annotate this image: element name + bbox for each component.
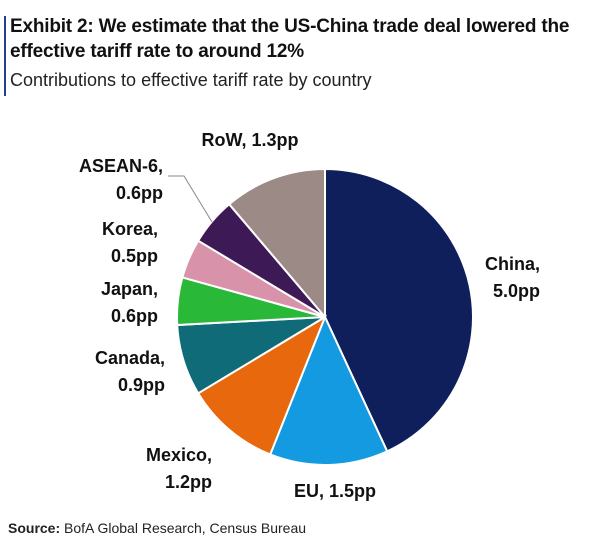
source-note: Source: BofA Global Research, Census Bur… xyxy=(8,520,306,536)
slice-label-canada: Canada, 0.9pp xyxy=(95,348,165,395)
slice-label-asean-6: ASEAN-6, 0.6pp xyxy=(79,156,163,203)
pie-slice-row xyxy=(227,167,326,320)
pie-slice-eu xyxy=(268,314,389,466)
pie-slice-mexico xyxy=(196,314,328,456)
pie-slice-china xyxy=(324,167,474,453)
source-text: BofA Global Research, Census Bureau xyxy=(64,520,307,536)
chart-subtitle: Contributions to effective tariff rate b… xyxy=(10,70,372,90)
slice-label-china: China, 5.0pp xyxy=(485,254,540,301)
chart-title: Exhibit 2: We estimate that the US-China… xyxy=(10,16,570,62)
slice-label-row: RoW, 1.3pp xyxy=(201,130,298,150)
slice-label-mexico: Mexico, 1.2pp xyxy=(146,445,212,492)
slice-label-eu: EU, 1.5pp xyxy=(294,481,376,501)
source-label: Source: xyxy=(8,520,61,536)
leader-line-asean-6 xyxy=(168,175,213,223)
slice-label-japan: Japan, 0.6pp xyxy=(101,279,158,326)
slice-label-korea: Korea, 0.5pp xyxy=(102,219,158,266)
accent-bar xyxy=(4,16,6,96)
